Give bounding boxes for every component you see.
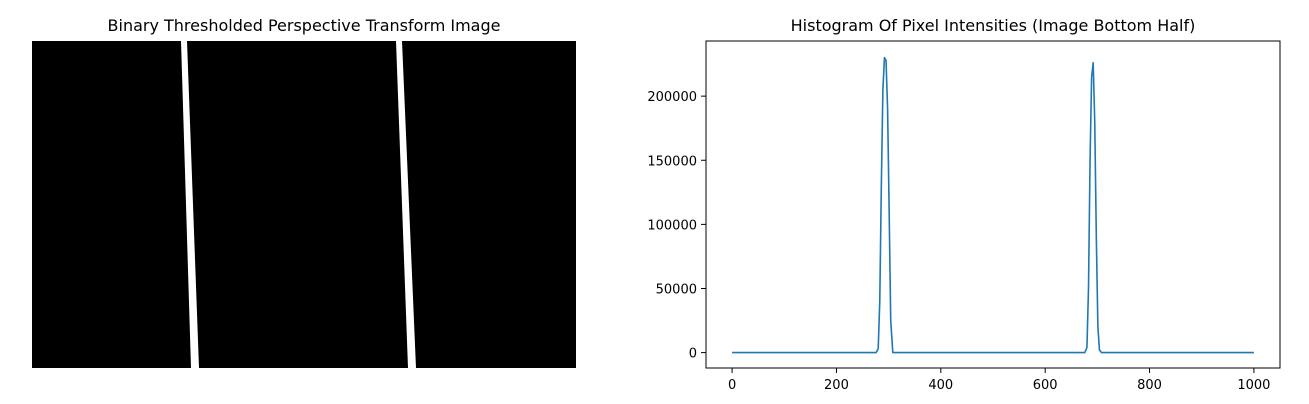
axes-frame [705, 40, 1281, 369]
x-tick-label: 200 [824, 378, 849, 393]
y-tick-label: 200000 [647, 90, 697, 105]
y-tick-label: 0 [689, 347, 697, 362]
histogram-series-line [732, 56, 1254, 354]
plot-area: 0 200 400 600 800 1000 0 50000 100000 150000 20000… [647, 40, 1281, 393]
chart-title: Histogram Of Pixel Intensities (Image Bo… [790, 16, 1196, 35]
x-tick-label: 600 [1033, 378, 1058, 393]
x-tick-label: 400 [928, 378, 953, 393]
right-lane-line [396, 41, 416, 368]
left-lane-line [181, 41, 199, 368]
binary-lane-image [32, 41, 576, 368]
x-tick-label: 1000 [1237, 378, 1270, 393]
left-panel-title: Binary Thresholded Perspective Transform… [107, 16, 501, 35]
x-tick-label: 0 [728, 378, 736, 393]
x-tick-label: 800 [1137, 378, 1162, 393]
lane-lines [181, 41, 416, 368]
y-tick-label: 100000 [647, 218, 697, 233]
y-tick-label: 150000 [647, 154, 697, 169]
y-tick-label: 50000 [656, 282, 697, 297]
